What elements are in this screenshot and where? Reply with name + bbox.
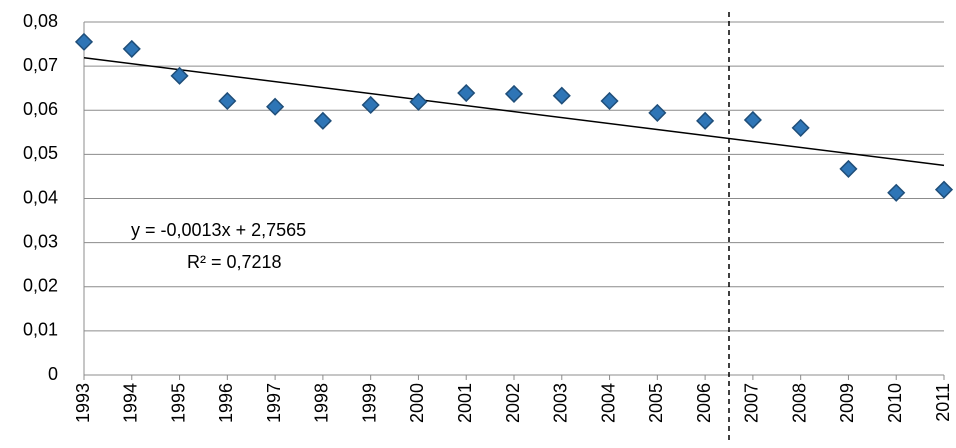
x-tick-label: 1999 (359, 383, 379, 423)
data-point (457, 83, 476, 103)
data-point (743, 110, 762, 130)
data-point (696, 111, 715, 130)
x-tick-label: 2006 (694, 383, 714, 423)
data-point (266, 97, 285, 116)
x-tick-label: 2005 (646, 383, 666, 423)
data-point (361, 95, 380, 115)
y-tick-label: 0,03 (23, 231, 58, 251)
y-tick-label: 0 (48, 364, 58, 384)
data-point (504, 84, 524, 103)
y-tick-label: 0,04 (23, 187, 58, 207)
data-point (74, 32, 94, 51)
data-point (934, 180, 954, 199)
x-tick-label: 1993 (73, 383, 93, 423)
x-tick-label: 2003 (551, 383, 571, 423)
data-point (409, 92, 428, 111)
x-tick-label: 2009 (837, 383, 857, 423)
y-tick-label: 0,07 (23, 55, 58, 75)
trendline-r2: R² = 0,7218 (187, 252, 282, 272)
data-point (600, 91, 619, 111)
data-point (839, 159, 858, 178)
data-point (791, 118, 810, 137)
data-point (122, 39, 141, 58)
x-tick-label: 1996 (216, 383, 236, 423)
x-tick-label: 2001 (455, 383, 475, 423)
x-tick-label: 1995 (168, 383, 188, 423)
y-tick-label: 0,01 (23, 320, 58, 340)
x-tick-label: 2004 (598, 383, 618, 423)
x-tick-label: 1997 (264, 383, 284, 423)
x-tick-label: 2011 (933, 383, 953, 422)
y-tick-label: 0,06 (23, 99, 58, 119)
x-tick-label: 2000 (407, 383, 427, 423)
x-tick-label: 2007 (742, 383, 762, 423)
data-point (887, 183, 906, 202)
y-tick-label: 0,08 (23, 11, 58, 31)
data-point (313, 111, 332, 130)
x-tick-label: 2002 (503, 383, 523, 423)
x-tick-label: 2008 (789, 383, 809, 423)
trendline-equation: y = -0,0013x + 2,7565 (131, 220, 306, 240)
data-point (218, 91, 237, 111)
y-tick-label: 0,05 (23, 143, 58, 163)
trendline (83, 56, 945, 167)
x-tick-label: 1994 (121, 383, 141, 423)
data-point (648, 103, 667, 122)
x-tick-label: 2010 (885, 383, 905, 423)
x-tick-label: 1998 (312, 383, 332, 423)
data-point (170, 66, 189, 85)
y-tick-label: 0,02 (23, 276, 58, 296)
data-point (552, 86, 571, 105)
